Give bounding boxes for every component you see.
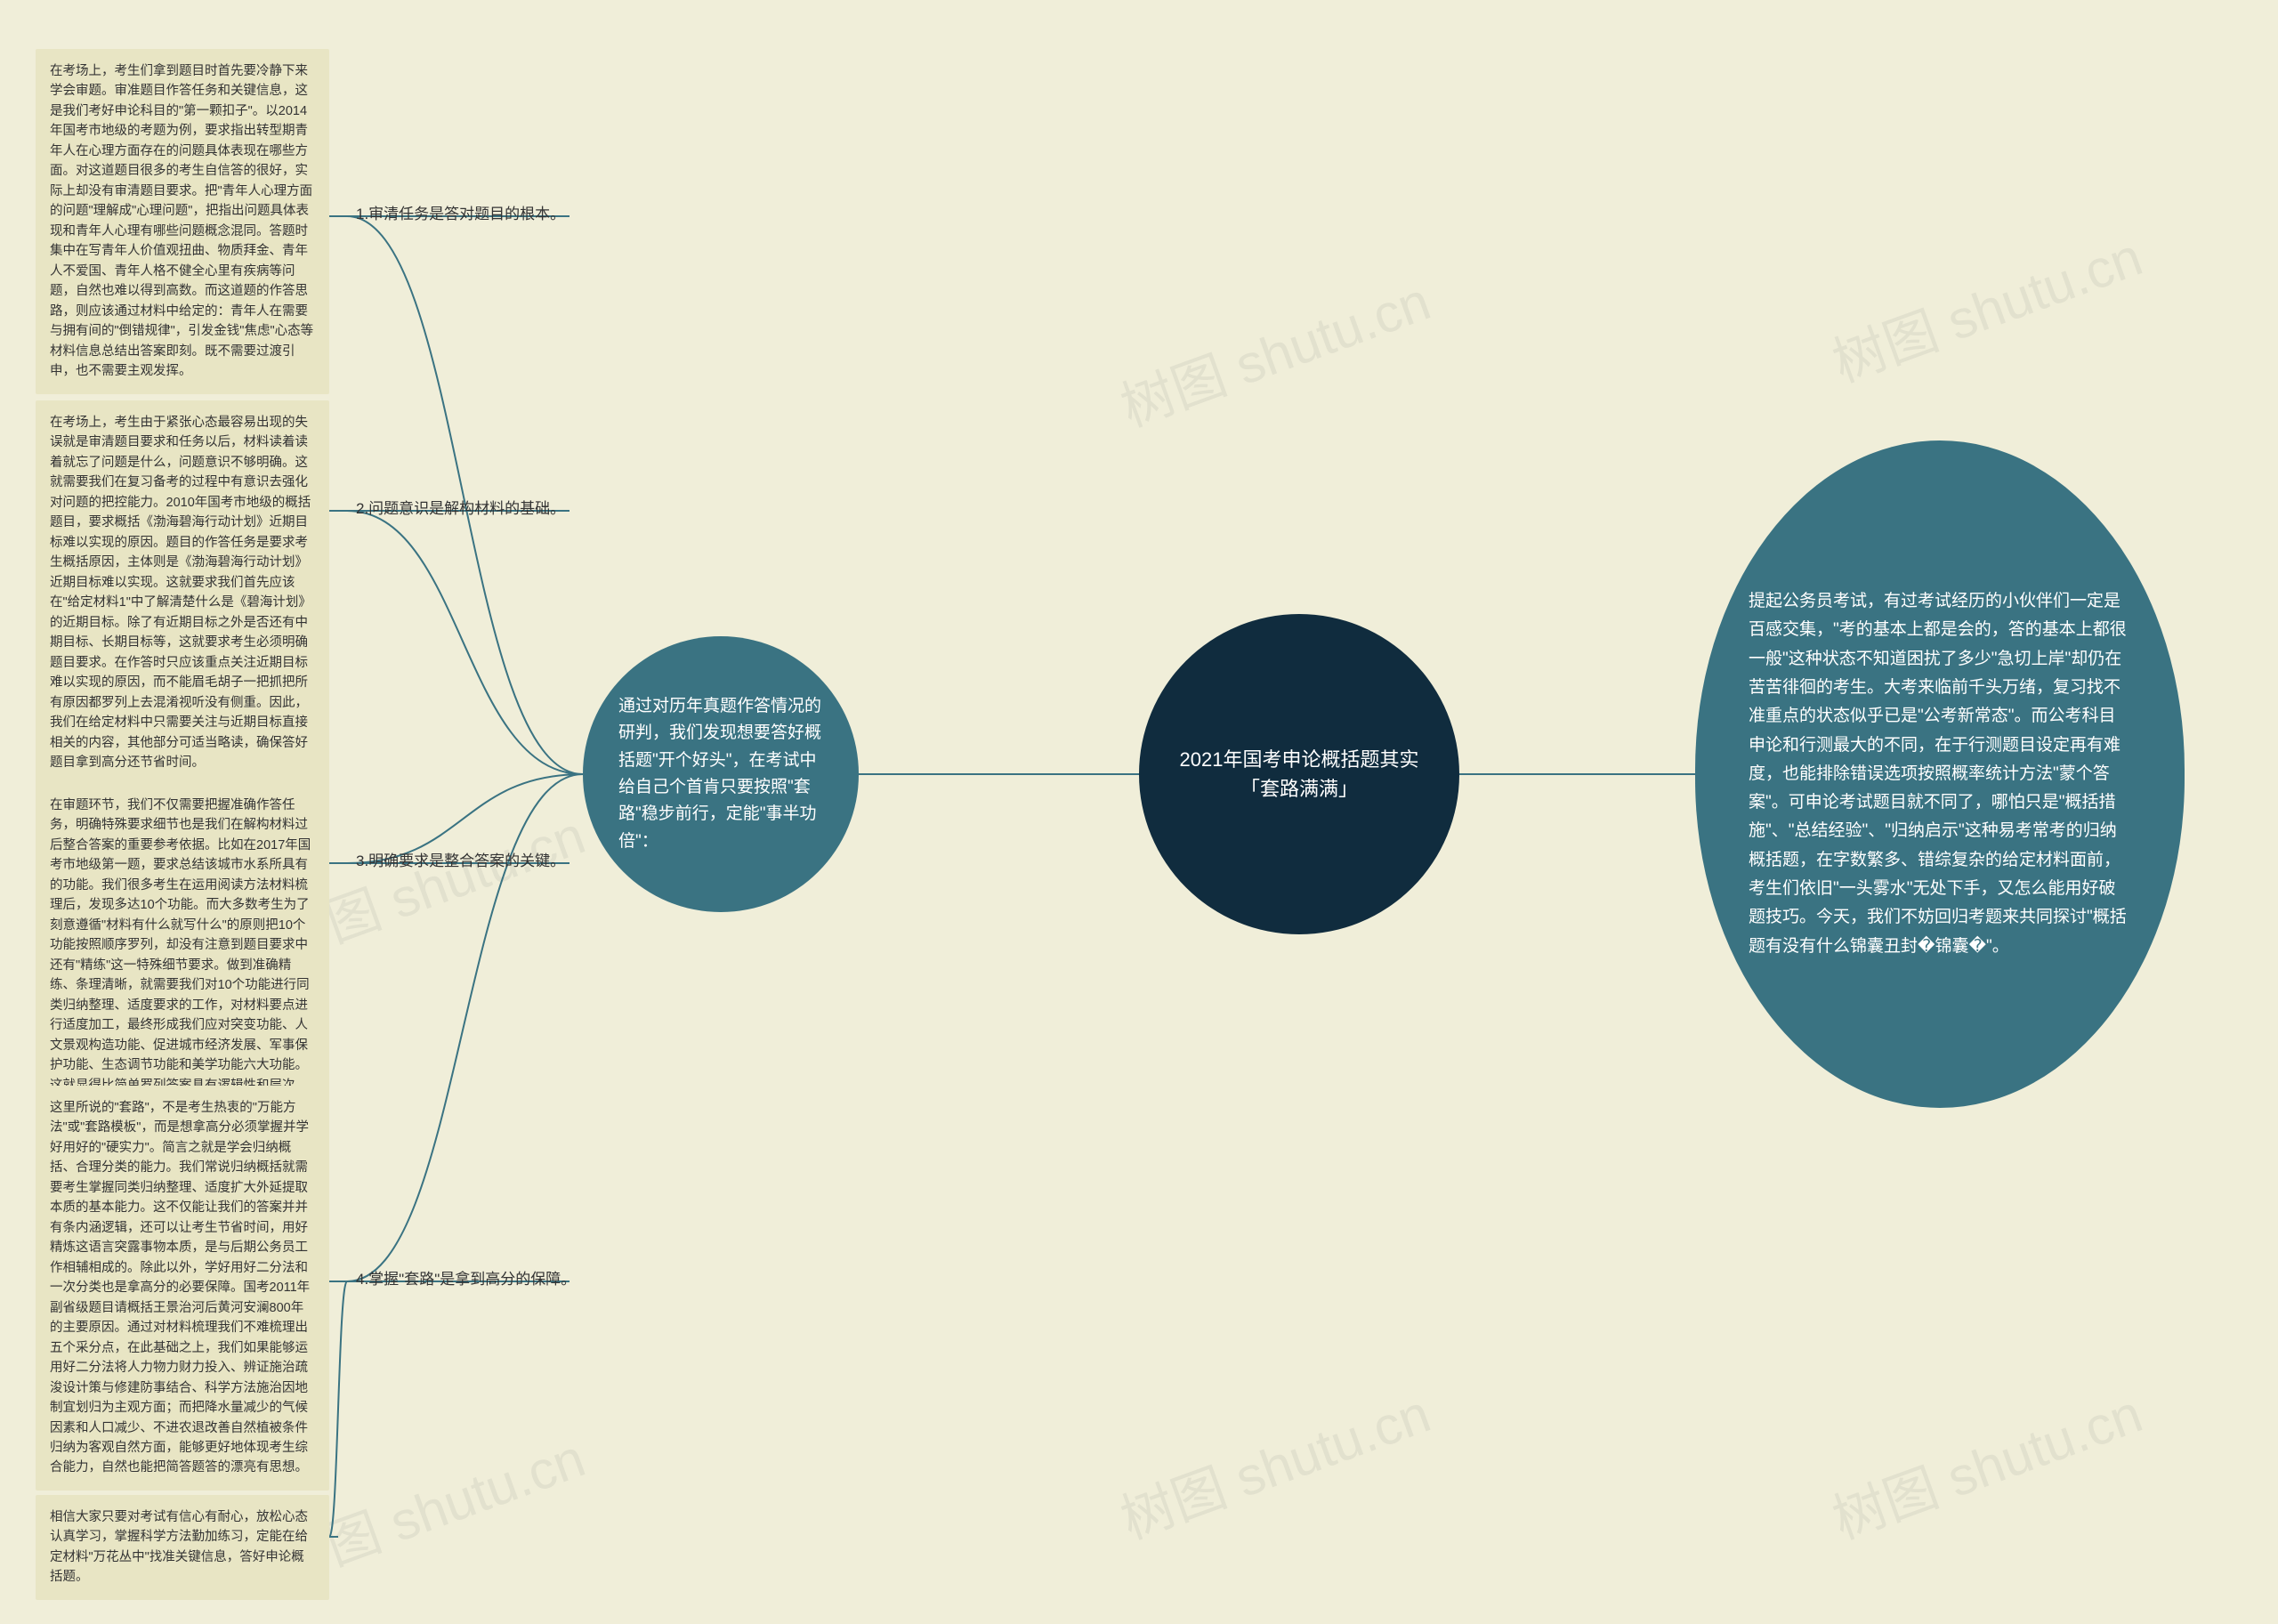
leaf-2[interactable]: 在考场上，考生由于紧张心态最容易出现的失误就是审清题目要求和任务以后，材料读着读…: [36, 400, 329, 785]
branch-label-3[interactable]: 3.明确要求是整合答案的关键。: [356, 848, 565, 870]
leaf-1[interactable]: 在考场上，考生们拿到题目时首先要冷静下来学会审题。审准题目作答任务和关键信息，这…: [36, 49, 329, 394]
watermark: 树图 shutu.cn: [1821, 1370, 2151, 1554]
hub-node[interactable]: 通过对历年真题作答情况的研判，我们发现想要答好概括题"开个好头"，在考试中给自己…: [583, 636, 859, 912]
root-label: 2021年国考申论概括题其实「套路满满」: [1175, 745, 1424, 804]
branch-label-4[interactable]: 4.掌握"套路"是拿到高分的保障。: [356, 1266, 576, 1289]
intro-oval[interactable]: 提起公务员考试，有过考试经历的小伙伴们一定是百感交集，"考的基本上都是会的，答的…: [1695, 440, 2185, 1108]
branch-label-2[interactable]: 2.问题意识是解构材料的基础。: [356, 496, 565, 518]
leaf-3[interactable]: 在审题环节，我们不仅需要把握准确作答任务，明确特殊要求细节也是我们在解构材料过后…: [36, 783, 329, 1128]
hub-text: 通过对历年真题作答情况的研判，我们发现想要答好概括题"开个好头"，在考试中给自己…: [618, 693, 823, 855]
intro-text: 提起公务员考试，有过考试经历的小伙伴们一定是百感交集，"考的基本上都是会的，答的…: [1749, 587, 2131, 961]
root-node[interactable]: 2021年国考申论概括题其实「套路满满」: [1139, 614, 1459, 934]
leaf-5[interactable]: 相信大家只要对考试有信心有耐心，放松心态认真学习，掌握科学方法勤加练习，定能在给…: [36, 1495, 329, 1600]
branch-label-1[interactable]: 1.审清任务是答对题目的根本。: [356, 201, 565, 223]
leaf-4[interactable]: 这里所说的"套路"，不是考生热衷的"万能方法"或"套路模板"，而是想拿高分必须掌…: [36, 1086, 329, 1491]
watermark: 树图 shutu.cn: [1109, 258, 1439, 441]
watermark: 树图 shutu.cn: [1109, 1370, 1439, 1554]
watermark: 树图 shutu.cn: [1821, 214, 2151, 397]
